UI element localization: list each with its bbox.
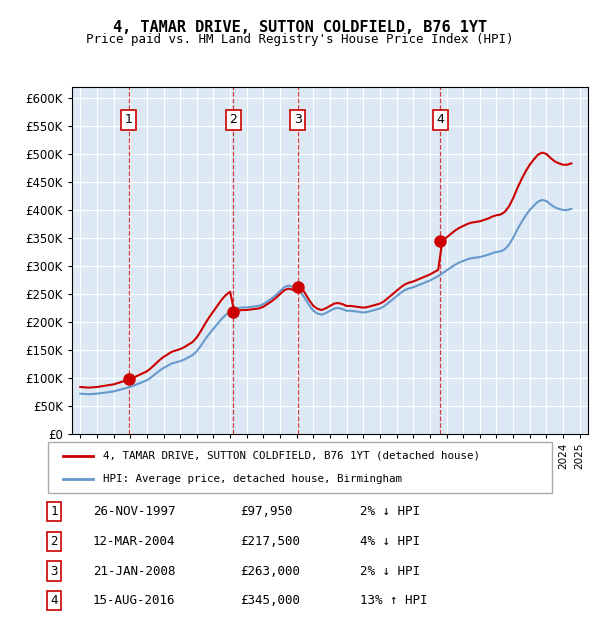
Text: 3: 3 [293,113,301,126]
Text: 4: 4 [50,595,58,607]
Text: 4% ↓ HPI: 4% ↓ HPI [360,535,420,547]
Text: 4, TAMAR DRIVE, SUTTON COLDFIELD, B76 1YT (detached house): 4, TAMAR DRIVE, SUTTON COLDFIELD, B76 1Y… [103,451,481,461]
Text: £345,000: £345,000 [240,595,300,607]
Text: 2% ↓ HPI: 2% ↓ HPI [360,505,420,518]
Text: 2% ↓ HPI: 2% ↓ HPI [360,565,420,577]
Text: 4: 4 [436,113,444,126]
Text: £97,950: £97,950 [240,505,293,518]
Text: 3: 3 [50,565,58,577]
Text: Price paid vs. HM Land Registry's House Price Index (HPI): Price paid vs. HM Land Registry's House … [86,33,514,46]
Text: 1: 1 [125,113,133,126]
Text: 26-NOV-1997: 26-NOV-1997 [93,505,176,518]
Text: 4, TAMAR DRIVE, SUTTON COLDFIELD, B76 1YT: 4, TAMAR DRIVE, SUTTON COLDFIELD, B76 1Y… [113,20,487,35]
Text: 21-JAN-2008: 21-JAN-2008 [93,565,176,577]
Text: 2: 2 [230,113,238,126]
Text: 1: 1 [50,505,58,518]
Text: HPI: Average price, detached house, Birmingham: HPI: Average price, detached house, Birm… [103,474,403,484]
Text: £217,500: £217,500 [240,535,300,547]
Text: 2: 2 [50,535,58,547]
Text: 13% ↑ HPI: 13% ↑ HPI [360,595,427,607]
Text: 12-MAR-2004: 12-MAR-2004 [93,535,176,547]
Text: £263,000: £263,000 [240,565,300,577]
FancyBboxPatch shape [48,442,552,493]
Text: 15-AUG-2016: 15-AUG-2016 [93,595,176,607]
